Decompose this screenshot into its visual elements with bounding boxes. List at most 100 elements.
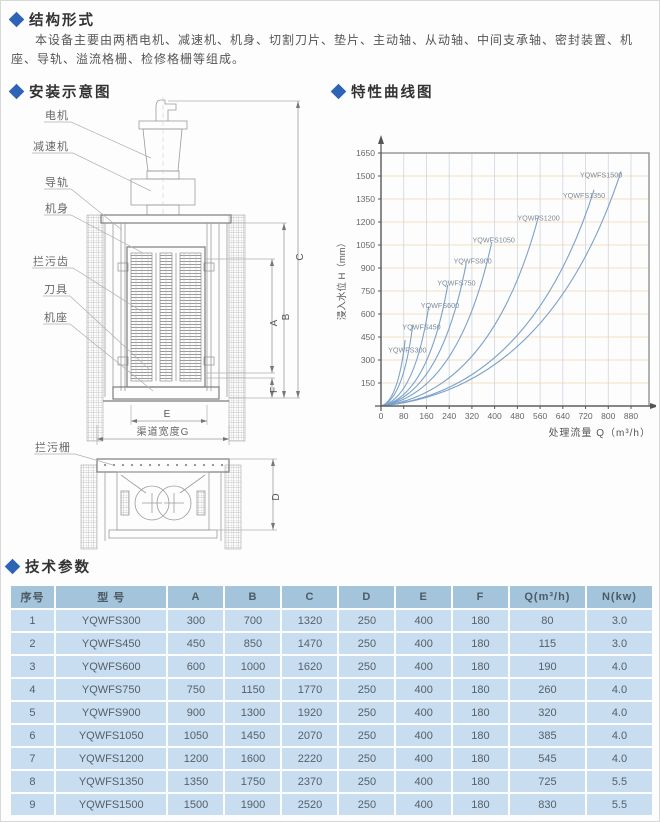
dim-A-label: A (269, 319, 280, 326)
table-cell: 180 (453, 794, 508, 815)
table-header-row: 序号型 号 A B C D E F Q(m³/h) N(kw) (11, 586, 652, 608)
concrete-hatching (80, 214, 246, 550)
chart-curves: YQWFS300 YQWFS450 YQWFS600 YQWFS750 YQWFS900… (380, 171, 622, 407)
table-cell: 3 (11, 656, 54, 677)
y-tick-label: 1200 (356, 217, 375, 227)
structure-description: 本设备主要由两栖电机、减速机、机身、切割刀片、垫片、主动轴、从动轴、中间支承轴、… (11, 33, 634, 66)
table-header-cell: 序号 (11, 586, 54, 608)
table-cell: 180 (453, 679, 508, 700)
table-cell: 900 (168, 702, 224, 723)
machine-body (100, 214, 232, 402)
table-cell: 9 (11, 794, 54, 815)
table-cell: 1 (11, 610, 54, 631)
table-header-cell: F (453, 586, 508, 608)
chart-y-axis-title: 浸入水位 H（mm） (336, 238, 348, 320)
table-cell: 600 (168, 656, 224, 677)
table-body: 1 YQWFS300 300 700 1320 250 400 180 80 3.0 2 YQWFS4… (11, 610, 652, 815)
table-cell: 400 (396, 702, 452, 723)
table-cell: 250 (339, 633, 395, 654)
table-cell: 250 (339, 794, 395, 815)
table-cell: 400 (396, 610, 452, 631)
motor-assembly (130, 97, 196, 217)
table-cell: 400 (396, 725, 452, 746)
dim-F-label: F (269, 387, 280, 393)
table-cell: 545 (509, 748, 585, 769)
dimension-E-G: E 渠道宽度G (96, 405, 230, 445)
table-cell: 115 (509, 633, 585, 654)
curve-label-YQWFS1050: YQWFS1050 (472, 236, 514, 245)
table-cell: 180 (453, 633, 508, 654)
table-cell: YQWFS600 (55, 656, 167, 677)
table-cell: 1150 (225, 679, 281, 700)
table-cell: 1200 (168, 748, 224, 769)
table-cell: 300 (168, 610, 224, 631)
x-tick-label: 240 (442, 411, 456, 421)
y-axis-arrow-icon (378, 135, 384, 144)
table-cell: YQWFS1050 (55, 725, 167, 746)
section-heading-install: 安装示意图 (8, 81, 112, 102)
table-cell: 1320 (282, 610, 338, 631)
x-tick-label: 720 (578, 411, 592, 421)
curve-YQWFS1350 (380, 189, 595, 407)
dim-C-label: C (295, 253, 306, 260)
table-cell: 1620 (282, 656, 338, 677)
table-header-cell: Q(m³/h) (509, 586, 585, 608)
table-row: 8 YQWFS1350 1350 1750 2370 250 400 180 725 5.5 (11, 771, 652, 792)
chart-axes (375, 135, 656, 411)
table-header-cell: E (396, 586, 452, 608)
x-tick-label: 880 (624, 411, 638, 421)
table-cell: 4.0 (586, 748, 652, 769)
curve-label-YQWFS900: YQWFS900 (453, 256, 491, 265)
curve-YQWFS750 (380, 284, 449, 407)
table-cell: 1920 (282, 702, 338, 723)
table-cell: 250 (339, 679, 395, 700)
bottom-view (96, 458, 230, 541)
table-cell: 2520 (282, 794, 338, 815)
table-cell: 320 (509, 702, 585, 723)
table-cell: 250 (339, 748, 395, 769)
label-body: 机身 (45, 201, 69, 215)
table-cell: 1600 (225, 748, 281, 769)
curve-label-YQWFS750: YQWFS750 (437, 279, 475, 288)
characteristic-curve-chart: YQWFS300 YQWFS450 YQWFS600 YQWFS750 YQWFS900… (336, 135, 656, 439)
table-cell: 5 (11, 702, 54, 723)
table-cell: 180 (453, 771, 508, 792)
table-header-cell: A (168, 586, 224, 608)
table-cell: YQWFS1200 (55, 748, 167, 769)
curve-YQWFS900 (380, 263, 467, 407)
table-cell: 80 (509, 610, 585, 631)
x-tick-label: 800 (601, 411, 615, 421)
chart-gridlines (381, 153, 649, 406)
heading-structure-text: 结构形式 (29, 13, 95, 29)
table-cell: 385 (509, 725, 585, 746)
table-cell: 4.0 (586, 702, 652, 723)
curve-label-YQWFS300: YQWFS300 (388, 345, 426, 354)
table-row: 6 YQWFS1050 1050 1450 2070 250 400 180 385 4.0 (11, 725, 652, 746)
table-cell: 4.0 (586, 725, 652, 746)
table-cell: 250 (339, 771, 395, 792)
y-tick-label: 900 (361, 263, 375, 273)
table-header-cell: N(kw) (586, 586, 652, 608)
section-heading-curve: 特性曲线图 (330, 81, 434, 102)
dim-D-label: D (271, 493, 282, 500)
x-tick-label: 320 (465, 411, 479, 421)
dim-channel-width-label: 渠道宽度G (137, 425, 190, 438)
table-cell: 400 (396, 656, 452, 677)
label-guide-rail: 导轨 (45, 175, 69, 189)
curve-label-YQWFS1350: YQWFS1350 (563, 191, 605, 200)
table-row: 9 YQWFS1500 1500 1900 2520 250 400 180 830 5.5 (11, 794, 652, 815)
curve-label-YQWFS600: YQWFS600 (421, 301, 459, 310)
table-cell: 830 (509, 794, 585, 815)
section-heading-params: 技术参数 (4, 556, 91, 577)
table-cell: 400 (396, 633, 452, 654)
table-cell: 1770 (282, 679, 338, 700)
table-cell: 180 (453, 702, 508, 723)
table-header-cell: 型 号 (55, 586, 167, 608)
y-tick-label: 1650 (356, 148, 375, 158)
x-tick-label: 80 (399, 411, 409, 421)
curve-YQWFS600 (380, 306, 430, 407)
dimension-lines-right: C B A F D (168, 100, 306, 531)
label-trash-rack: 拦污栅 (35, 440, 71, 454)
table-cell: 180 (453, 748, 508, 769)
diamond-bullet-icon (8, 11, 25, 28)
